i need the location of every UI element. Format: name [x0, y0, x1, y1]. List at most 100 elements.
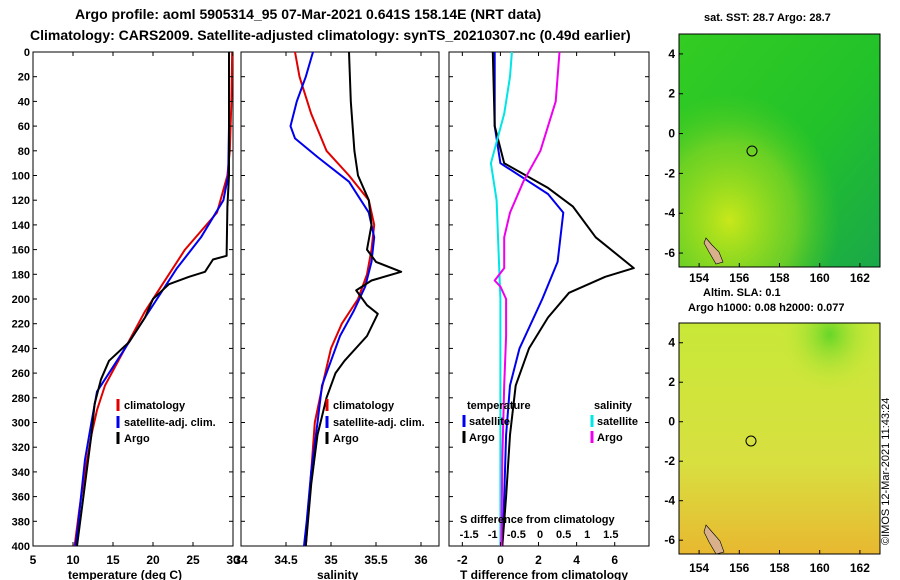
- map-x-tick-label: 162: [850, 561, 870, 575]
- legend-label: satellite: [597, 416, 638, 428]
- x-tick-label: 30: [226, 553, 240, 567]
- difference-legend: temperature satellite Argo salinity sate…: [462, 400, 638, 444]
- y-tick-label: 260: [12, 368, 30, 380]
- difference-plot-frame: [448, 51, 650, 547]
- y-tick-label: 220: [12, 319, 30, 331]
- sla-map-title-2: Argo h1000: 0.08 h2000: 0.077: [688, 302, 845, 314]
- salinity-legend: climatology satellite-adj. clim. Argo: [325, 399, 425, 445]
- y-tick-label: 380: [12, 516, 30, 528]
- legend-label: Argo: [597, 432, 623, 444]
- legend-label: satellite-adj. clim.: [124, 417, 216, 429]
- legend-label: satellite: [469, 416, 510, 428]
- y-tick-label: 400: [12, 541, 30, 553]
- top-tick-label: 1.5: [603, 529, 618, 541]
- series-line-climatology: [294, 51, 376, 547]
- sla-green-region: [679, 323, 880, 554]
- legend-heading-salinity: salinity: [594, 400, 633, 412]
- island-shape: [703, 237, 724, 265]
- map-x-tick-label: 160: [810, 561, 830, 575]
- series-line-temperature-satellite: [493, 52, 565, 547]
- legend-heading-temperature: temperature: [467, 400, 531, 412]
- map-y-tick-label: 4: [668, 47, 675, 61]
- y-tick-label: 120: [12, 195, 30, 207]
- map-x-tick-label: 156: [729, 561, 749, 575]
- map-y-tick-label: 0: [668, 415, 675, 429]
- legend-label: climatology: [333, 400, 395, 412]
- map-y-tick-label: 0: [668, 127, 675, 141]
- x-tick-label: 35.5: [364, 553, 388, 567]
- top-tick-label: -1: [488, 529, 498, 541]
- legend-label: climatology: [124, 400, 186, 412]
- x-tick-label: 20: [146, 553, 160, 567]
- y-tick-label: 140: [12, 220, 30, 232]
- map-y-tick-label: -6: [664, 533, 675, 547]
- map-x-tick-label: 158: [769, 271, 789, 285]
- map-y-tick-label: -6: [664, 246, 675, 260]
- y-tick-label: 20: [18, 72, 30, 84]
- map-x-tick-label: 158: [769, 561, 789, 575]
- series-line-satellite-adj-clim-: [289, 51, 376, 547]
- series-line-salinity-satellite: [489, 51, 513, 546]
- map-y-tick-label: -4: [664, 206, 675, 220]
- top-tick-label: 0: [537, 529, 543, 541]
- map-y-tick-label: 4: [668, 336, 675, 350]
- argo-position-marker: [745, 435, 757, 447]
- y-tick-label: 320: [12, 442, 30, 454]
- x-tick-label: 0: [497, 553, 504, 567]
- temperature-xlabel: temperature (deg C): [68, 568, 182, 580]
- x-tick-label: 5: [30, 553, 37, 567]
- sla-map-title-1: Altim. SLA: 0.1: [703, 287, 781, 299]
- x-tick-label: 34: [234, 553, 248, 567]
- y-tick-label: 360: [12, 492, 30, 504]
- top-tick-label: -0.5: [507, 529, 526, 541]
- y-tick-label: 40: [18, 96, 30, 108]
- map-x-tick-label: 160: [810, 271, 830, 285]
- x-tick-label: 36: [414, 553, 428, 567]
- title-line-1: Argo profile: aoml 5905314_95 07-Mar-202…: [75, 6, 542, 22]
- map-y-tick-label: 2: [668, 375, 675, 389]
- series-line-temperature-argo: [491, 51, 635, 547]
- legend-label: satellite-adj. clim.: [333, 417, 425, 429]
- sst-map: [678, 33, 881, 268]
- map-x-tick-label: 162: [850, 271, 870, 285]
- map-x-tick-label: 154: [689, 561, 709, 575]
- sla-map: [678, 322, 881, 555]
- x-tick-label: 2: [535, 553, 542, 567]
- y-tick-label: 340: [12, 467, 30, 479]
- top-tick-label: 0.5: [556, 529, 571, 541]
- map-x-tick-label: 154: [689, 271, 709, 285]
- x-tick-label: 15: [106, 553, 120, 567]
- y-tick-label: 0: [24, 47, 30, 59]
- x-tick-label: 6: [611, 553, 618, 567]
- difference-xlabel: T difference from climatology: [460, 568, 628, 580]
- sst-map-title: sat. SST: 28.7 Argo: 28.7: [704, 12, 831, 24]
- series-line-argo: [76, 52, 230, 547]
- top-tick-label: 1: [584, 529, 590, 541]
- x-tick-label: 35: [324, 553, 338, 567]
- map-y-tick-label: -2: [664, 454, 675, 468]
- y-tick-label: 180: [12, 269, 30, 281]
- x-tick-label: -2: [457, 553, 468, 567]
- map-x-tick-label: 156: [729, 271, 749, 285]
- series-line-salinity-argo: [493, 51, 561, 547]
- y-tick-label: 60: [18, 121, 30, 133]
- argo-position-marker: [746, 145, 758, 157]
- island-shape: [703, 524, 725, 555]
- x-tick-label: 10: [66, 553, 80, 567]
- y-tick-label: 240: [12, 343, 30, 355]
- y-tick-label: 160: [12, 245, 30, 257]
- salinity-xlabel: salinity: [317, 568, 359, 580]
- x-tick-label: 25: [186, 553, 200, 567]
- map-y-tick-label: -2: [664, 166, 675, 180]
- x-tick-label: 4: [573, 553, 580, 567]
- temperature-plot-frame: [32, 51, 234, 547]
- sst-warm-region: [679, 34, 880, 267]
- legend-label: Argo: [469, 432, 495, 444]
- y-tick-label: 200: [12, 294, 30, 306]
- y-tick-label: 280: [12, 393, 30, 405]
- top-tick-label: -1.5: [460, 529, 479, 541]
- y-tick-label: 100: [12, 171, 30, 183]
- temperature-legend: climatology satellite-adj. clim. Argo: [116, 399, 216, 445]
- series-line-argo: [304, 51, 403, 547]
